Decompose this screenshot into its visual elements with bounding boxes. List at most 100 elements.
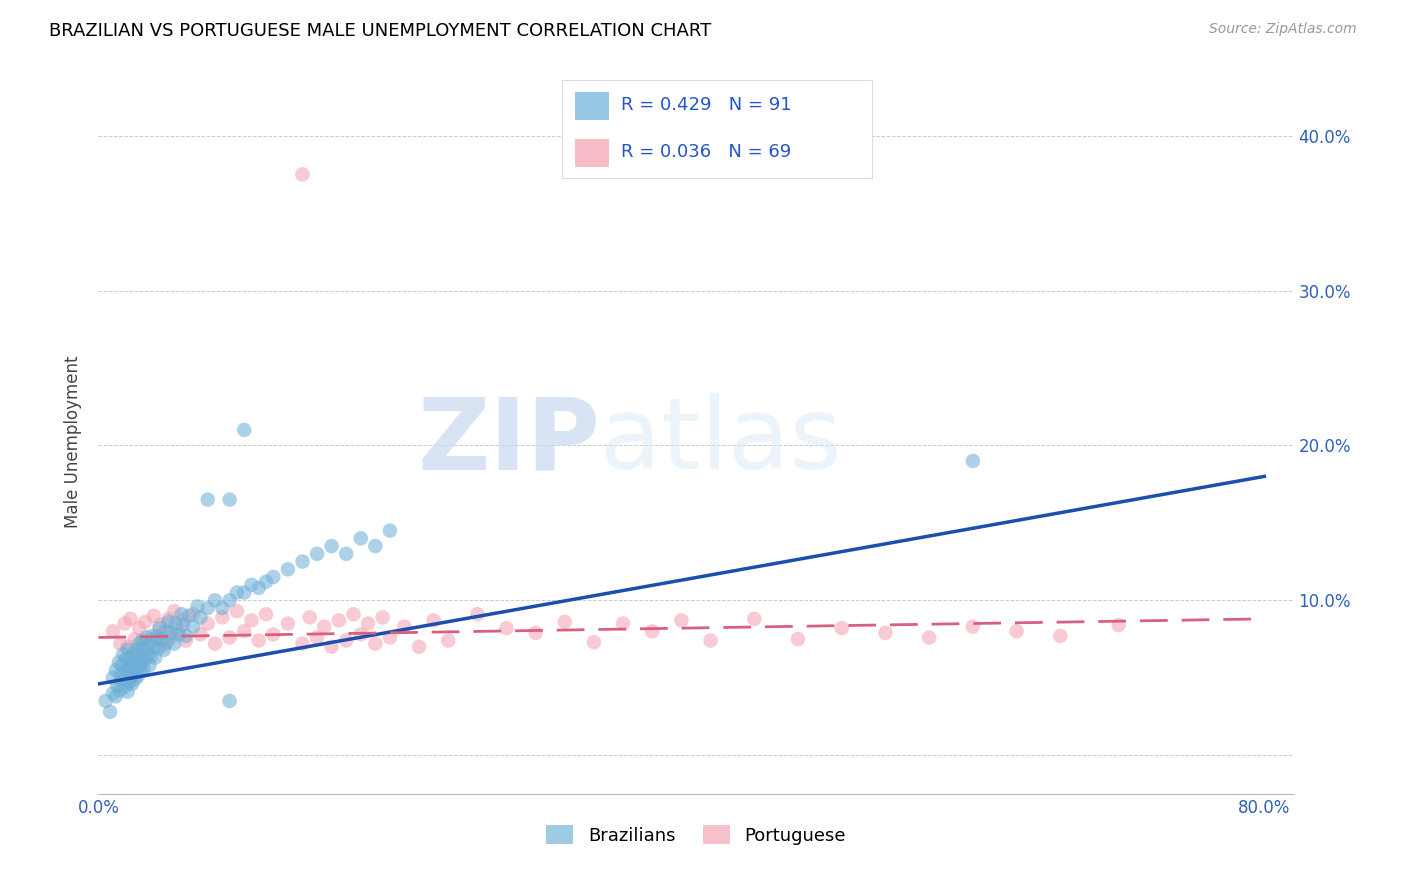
Point	[165, 616, 187, 631]
Point	[233, 624, 256, 639]
Point	[139, 648, 162, 663]
Point	[181, 607, 204, 622]
Point	[350, 532, 373, 546]
Point	[163, 637, 186, 651]
Point	[524, 625, 547, 640]
Point	[371, 610, 394, 624]
Point	[671, 614, 693, 628]
Point	[364, 637, 387, 651]
Point	[149, 621, 172, 635]
Point	[160, 631, 183, 645]
Point	[225, 585, 247, 599]
Point	[114, 680, 136, 694]
Point	[437, 633, 460, 648]
Point	[145, 629, 167, 643]
Point	[962, 619, 984, 633]
Point	[120, 612, 142, 626]
Point	[335, 547, 357, 561]
Text: R = 0.429   N = 91: R = 0.429 N = 91	[621, 96, 792, 114]
Point	[218, 631, 240, 645]
Point	[111, 658, 134, 673]
Point	[342, 607, 364, 622]
Point	[172, 618, 194, 632]
Point	[641, 624, 664, 639]
Point	[131, 633, 153, 648]
Point	[247, 581, 270, 595]
Point	[157, 612, 180, 626]
Point	[172, 614, 194, 628]
Point	[138, 658, 160, 673]
Point	[128, 658, 150, 673]
Point	[277, 562, 299, 576]
Point	[110, 637, 132, 651]
Point	[157, 615, 180, 629]
Point	[101, 671, 124, 685]
Point	[177, 608, 200, 623]
Point	[121, 657, 143, 671]
Point	[298, 610, 321, 624]
Point	[211, 601, 233, 615]
Point	[131, 643, 153, 657]
Point	[233, 423, 256, 437]
Point	[114, 616, 136, 631]
Point	[125, 643, 148, 657]
Point	[138, 638, 160, 652]
Text: Source: ZipAtlas.com: Source: ZipAtlas.com	[1209, 22, 1357, 37]
Point	[495, 621, 517, 635]
Point	[240, 614, 263, 628]
Point	[156, 635, 179, 649]
Point	[181, 619, 204, 633]
Point	[240, 578, 263, 592]
Point	[155, 624, 177, 639]
Point	[134, 652, 156, 666]
Point	[124, 632, 146, 646]
Point	[149, 618, 172, 632]
Point	[143, 650, 166, 665]
Point	[186, 599, 208, 614]
Point	[163, 604, 186, 618]
Point	[122, 667, 145, 681]
Text: R = 0.036   N = 69: R = 0.036 N = 69	[621, 144, 792, 161]
Point	[174, 629, 197, 643]
Text: BRAZILIAN VS PORTUGUESE MALE UNEMPLOYMENT CORRELATION CHART: BRAZILIAN VS PORTUGUESE MALE UNEMPLOYMEN…	[49, 22, 711, 40]
Point	[218, 593, 240, 607]
Text: ZIP: ZIP	[418, 393, 600, 490]
Point	[364, 539, 387, 553]
Point	[94, 694, 117, 708]
Point	[167, 627, 190, 641]
Point	[108, 655, 131, 669]
Point	[160, 625, 183, 640]
Point	[127, 648, 149, 663]
Point	[554, 615, 576, 629]
Point	[197, 492, 219, 507]
Point	[291, 555, 314, 569]
Point	[134, 615, 156, 629]
Point	[394, 619, 416, 633]
Point	[128, 621, 150, 635]
Point	[112, 648, 135, 662]
Point	[831, 621, 853, 635]
Point	[357, 616, 380, 631]
Point	[962, 454, 984, 468]
Legend: Brazilians, Portuguese: Brazilians, Portuguese	[538, 818, 853, 852]
Point	[136, 648, 159, 662]
Point	[131, 655, 153, 669]
Point	[121, 677, 143, 691]
Point	[138, 635, 160, 649]
Point	[110, 667, 132, 681]
Point	[105, 678, 128, 692]
Point	[129, 665, 152, 679]
Point	[254, 607, 277, 622]
Point	[104, 690, 127, 704]
Point	[142, 608, 165, 623]
Point	[225, 604, 247, 618]
Point	[1049, 629, 1071, 643]
Point	[124, 654, 146, 668]
Point	[167, 624, 190, 639]
Point	[467, 607, 489, 622]
Point	[101, 686, 124, 700]
Point	[321, 640, 343, 654]
Bar	[575, 92, 609, 120]
Point	[148, 641, 170, 656]
Point	[145, 631, 167, 645]
